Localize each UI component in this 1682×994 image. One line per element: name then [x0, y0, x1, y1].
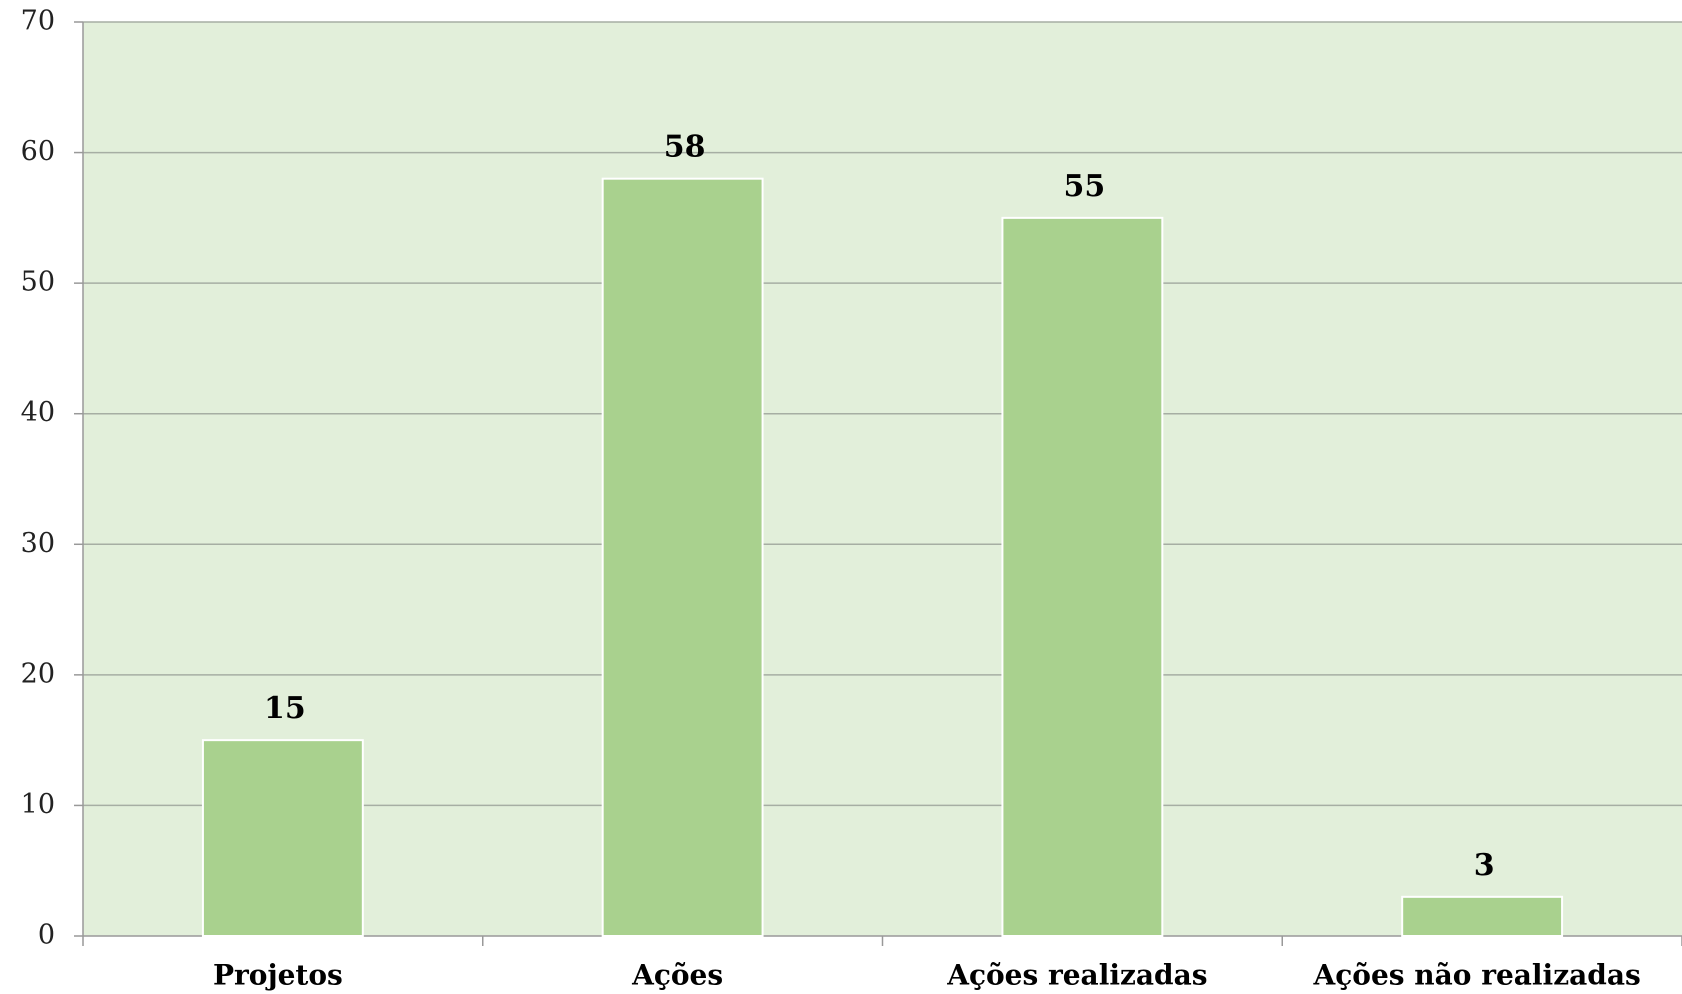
bar: [201, 739, 364, 938]
y-tick-label: 30: [21, 528, 55, 559]
y-tick-label: 60: [21, 136, 55, 167]
y-tick-label: 40: [21, 397, 55, 428]
data-label: 55: [1064, 169, 1106, 204]
bar: [1001, 216, 1164, 938]
x-tick-label: Projetos: [213, 959, 343, 992]
y-tick-label: 20: [21, 658, 55, 689]
x-tick-label: Ações não realizadas: [1313, 959, 1641, 992]
data-label: 58: [664, 130, 706, 165]
y-tick-label: 0: [38, 920, 55, 951]
y-tick-label: 70: [21, 6, 55, 37]
bar: [1401, 895, 1564, 937]
data-label: 15: [264, 691, 306, 726]
y-tick-label: 50: [21, 267, 55, 298]
y-tick-label: 10: [21, 789, 55, 820]
bar: [601, 177, 764, 937]
data-label: 3: [1474, 848, 1495, 883]
x-tick-label: Ações: [631, 959, 723, 992]
x-tick-label: Ações realizadas: [946, 959, 1207, 992]
